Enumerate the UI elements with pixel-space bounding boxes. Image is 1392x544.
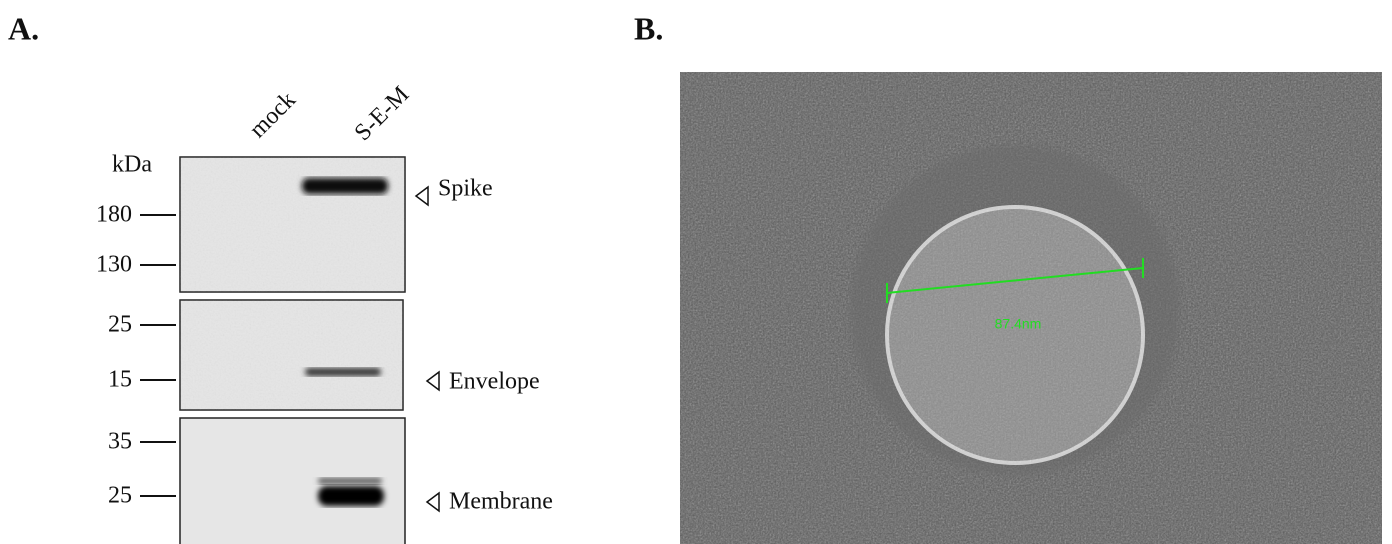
band [305, 368, 381, 376]
panel-label: B. [634, 10, 663, 46]
protein-label: Membrane [449, 489, 553, 515]
blot-texture [180, 157, 405, 292]
lane-label: mock [245, 87, 301, 143]
protein-label: Envelope [449, 369, 540, 395]
marker-label: 130 [96, 252, 132, 278]
blot-texture [180, 300, 403, 410]
band [318, 486, 384, 506]
marker-label: 15 [108, 367, 132, 393]
arrowhead [416, 187, 428, 205]
protein-label: Spike [438, 176, 493, 202]
unit-label: kDa [112, 152, 152, 178]
marker-label: 35 [108, 429, 132, 455]
lane-label: S-E-M [350, 82, 415, 147]
marker-label: 25 [108, 312, 132, 338]
arrowhead [427, 372, 439, 390]
marker-label: 180 [96, 202, 132, 228]
measure-label: 87.4nm [995, 316, 1042, 332]
figure: A. B. mock S-E-M kDa 180 130 25 15 35 25… [0, 0, 1392, 544]
panel-label: A. [8, 10, 39, 46]
band [302, 178, 388, 194]
band [318, 478, 382, 484]
em-image: 87.4nm [680, 72, 1382, 544]
marker-label: 25 [108, 483, 132, 509]
arrowhead [427, 493, 439, 511]
